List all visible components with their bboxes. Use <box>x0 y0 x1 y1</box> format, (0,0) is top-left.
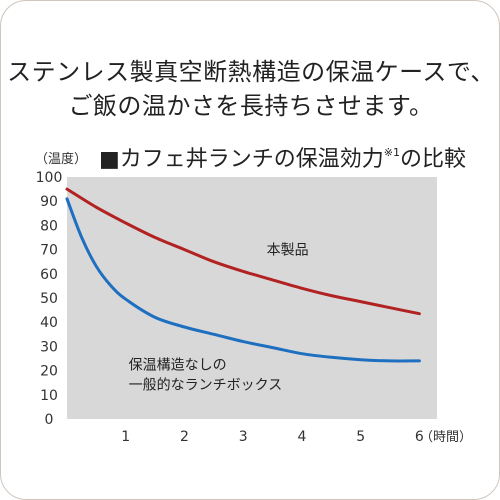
x-tick-label: 6 <box>415 429 424 445</box>
x-axis-unit-label: （時間） <box>420 430 472 445</box>
y-tick-label: 10 <box>40 388 58 404</box>
y-tick-label: 0 <box>45 412 54 428</box>
x-tick-label: 1 <box>121 429 130 445</box>
series-annotation-2: 保温構造なしの <box>129 357 227 373</box>
x-tick-label: 2 <box>180 429 189 445</box>
y-axis-unit-label: （温度） <box>35 152 88 167</box>
x-tick-label: 4 <box>297 429 306 445</box>
y-tick-label: 20 <box>40 364 58 380</box>
chart-title-suffix: の比較 <box>400 147 467 172</box>
x-tick-label: 5 <box>356 429 365 445</box>
headline: ステンレス製真空断熱構造の保温ケースで、 ご飯の温かさを長持ちさせます。 <box>1 55 499 123</box>
chart-title: ■カフェ丼ランチの保温効力※1の比較 <box>99 141 466 173</box>
headline-line-2: ご飯の温かさを長持ちさせます。 <box>68 92 434 120</box>
y-tick-label: 50 <box>40 291 58 307</box>
y-tick-label: 30 <box>40 339 58 355</box>
series-line-2 <box>65 197 421 363</box>
y-tick-label: 80 <box>40 218 58 234</box>
series-annotation-1: 本製品 <box>267 242 309 258</box>
plot-area <box>67 177 437 419</box>
x-tick-label: 3 <box>239 429 248 445</box>
y-tick-label: 100 <box>36 170 63 186</box>
y-tick-label: 40 <box>40 315 58 331</box>
headline-line-1: ステンレス製真空断熱構造の保温ケースで、 <box>7 58 495 86</box>
chart-title-text: ■カフェ丼ランチの保温効力 <box>99 147 384 172</box>
y-tick-label: 70 <box>40 243 58 259</box>
chart-title-footnote: ※1 <box>383 146 401 159</box>
series-line-1 <box>65 187 421 316</box>
y-tick-label: 60 <box>40 267 58 283</box>
chart-header: （温度） ■カフェ丼ランチの保温効力※1の比較 <box>35 141 475 173</box>
y-tick-label: 90 <box>40 194 58 210</box>
series-annotation-2: 一般的なランチボックス <box>129 377 283 393</box>
